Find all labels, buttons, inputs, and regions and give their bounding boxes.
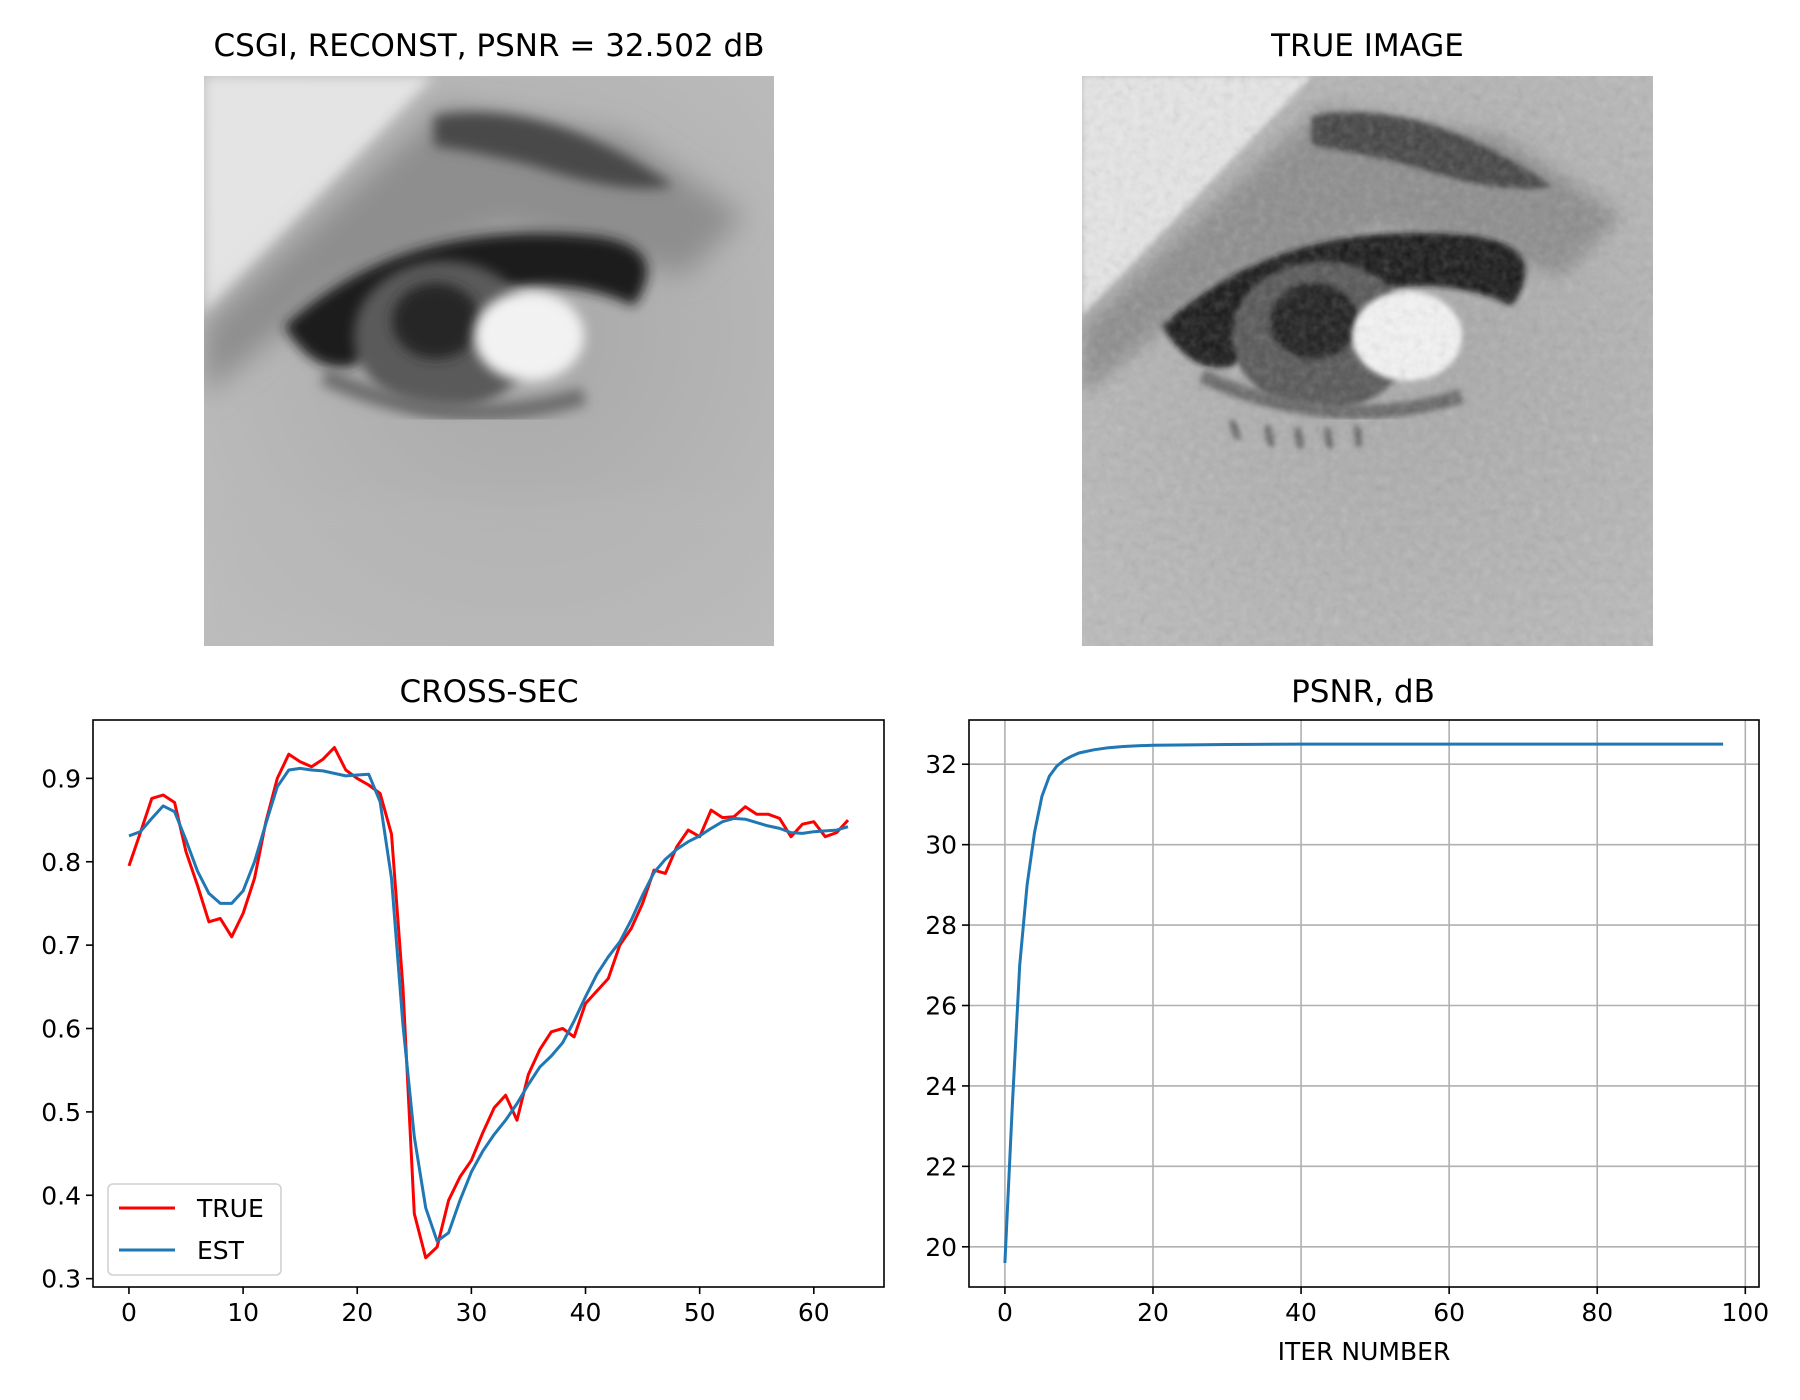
cross-section-chart: 0 10 20 30 40 50 60 0.3 0.4 0.5 0.6 0.7 0.8 0.9 TRUE ES… xyxy=(41,719,885,1327)
x-tick-label: 0 xyxy=(121,1298,137,1327)
y-tick-label: 0.3 xyxy=(41,1265,81,1294)
reconstructed-image xyxy=(204,76,774,646)
x-tick-label: 0 xyxy=(997,1298,1013,1327)
series-line-true xyxy=(127,746,850,1260)
cross-sec-title: CROSS-SEC xyxy=(399,674,578,710)
x-tick-label: 60 xyxy=(798,1298,830,1327)
y-tick-label: 32 xyxy=(925,750,957,779)
y-tick-label: 20 xyxy=(925,1233,957,1262)
x-tick-label: 60 xyxy=(1433,1298,1465,1327)
y-tick-label: 0.7 xyxy=(41,931,81,960)
y-tick-label: 0.4 xyxy=(41,1181,81,1210)
x-tick-label: 100 xyxy=(1721,1298,1769,1327)
psnr-title: PSNR, dB xyxy=(1291,674,1435,710)
x-tick-label: 40 xyxy=(1285,1298,1317,1327)
x-tick-label: 50 xyxy=(684,1298,716,1327)
x-axis-label: ITER NUMBER xyxy=(1278,1337,1451,1366)
series-line-est xyxy=(128,766,849,1243)
y-tick-label: 24 xyxy=(925,1072,957,1101)
y-tick-label: 0.5 xyxy=(41,1098,81,1127)
y-tick-label: 0.6 xyxy=(41,1015,81,1044)
psnr-chart: 0 20 40 60 80 100 20 22 24 26 28 30 32 ITER NUMBER xyxy=(925,719,1769,1366)
axes-frame xyxy=(968,719,1760,1288)
x-tick-label: 80 xyxy=(1581,1298,1613,1327)
y-tick-label: 26 xyxy=(925,992,957,1021)
axes-frame xyxy=(92,719,885,1288)
x-tick-label: 30 xyxy=(455,1298,487,1327)
x-tick-label: 10 xyxy=(227,1298,259,1327)
x-tick-label: 20 xyxy=(341,1298,373,1327)
y-tick-label: 0.9 xyxy=(41,764,81,793)
x-tick-label: 20 xyxy=(1137,1298,1169,1327)
y-tick-label: 30 xyxy=(925,831,957,860)
series-line-psnr xyxy=(1003,742,1724,1263)
true-image-title: TRUE IMAGE xyxy=(1271,28,1464,64)
y-tick-label: 28 xyxy=(925,911,957,940)
true-image xyxy=(1082,76,1653,646)
y-tick-label: 22 xyxy=(925,1152,957,1181)
legend-label-true: TRUE xyxy=(196,1194,264,1223)
y-tick-label: 0.8 xyxy=(41,848,81,877)
x-tick-label: 40 xyxy=(570,1298,602,1327)
legend-label-est: EST xyxy=(197,1236,245,1265)
recon-title: CSGI, RECONST, PSNR = 32.502 dB xyxy=(213,28,765,64)
